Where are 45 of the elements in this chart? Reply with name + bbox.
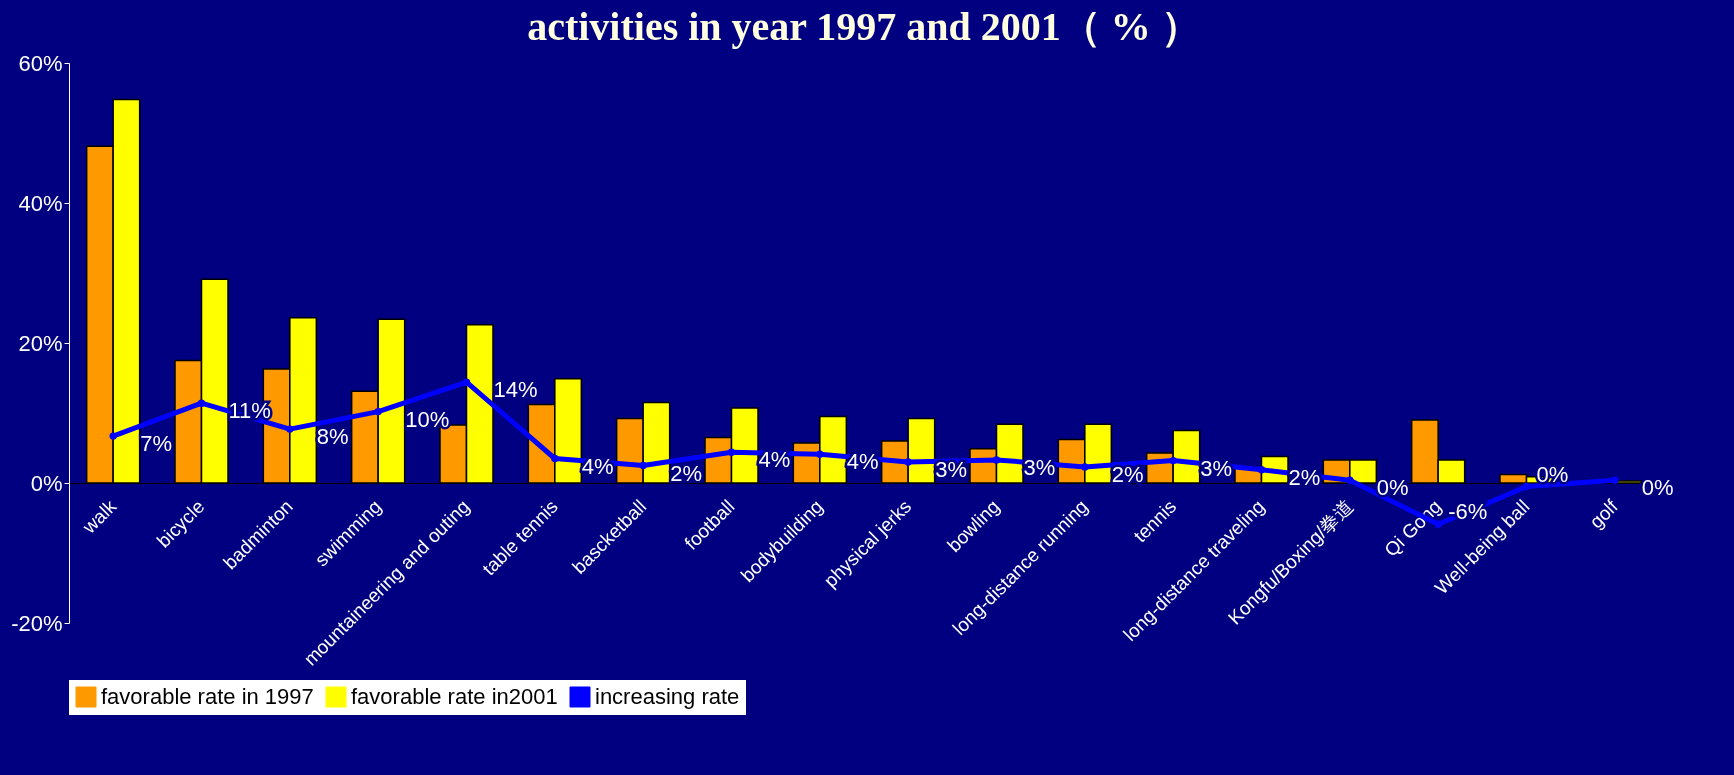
data-label: 3%	[935, 457, 967, 482]
point	[992, 456, 1001, 464]
data-label: 0%	[1376, 475, 1409, 501]
legend-label: favorable rate in 1997	[101, 684, 314, 709]
y-tick-label: 0%	[30, 470, 63, 496]
y-tick-label: 40%	[18, 190, 63, 216]
data-label: 2%	[1288, 464, 1321, 490]
point	[551, 454, 559, 463]
point	[1611, 476, 1619, 484]
point	[639, 461, 647, 470]
data-label: 8%	[316, 424, 349, 450]
y-tick-label: 20%	[18, 330, 63, 356]
data-label: 4%	[846, 449, 879, 475]
point	[197, 399, 206, 407]
point	[727, 448, 736, 456]
point	[462, 378, 471, 386]
legend-label: increasing rate	[595, 684, 740, 709]
point	[1081, 463, 1089, 471]
y-tick-label: -20%	[11, 610, 63, 636]
data-label: 3%	[1200, 455, 1232, 481]
point	[109, 432, 117, 440]
chart-title: activities in year 1997 and 2001（ % ）	[527, 4, 1201, 49]
data-label: 4%	[581, 453, 614, 479]
data-label: 2%	[670, 460, 702, 486]
data-label: -6%	[1448, 499, 1488, 525]
point	[286, 425, 294, 433]
data-label: 4%	[758, 447, 791, 473]
data-label: 3%	[1023, 454, 1056, 480]
point	[374, 407, 382, 416]
point	[904, 458, 912, 466]
y-tick-label: 60%	[18, 50, 63, 76]
point	[1257, 466, 1266, 474]
data-label: 7%	[140, 431, 172, 457]
data-label: 14%	[493, 377, 538, 403]
point	[1169, 456, 1177, 465]
x-tick-label: walk	[77, 495, 121, 539]
legend-label: favorable rate in2001	[351, 684, 558, 709]
point	[1346, 476, 1354, 484]
x-tick-label: golf	[1585, 495, 1623, 533]
data-label: 0%	[1641, 475, 1674, 501]
point	[816, 450, 824, 458]
data-label: 0%	[1536, 461, 1569, 487]
data-label: 10%	[405, 406, 450, 432]
point	[1522, 482, 1531, 491]
data-label: 2%	[1111, 461, 1144, 487]
